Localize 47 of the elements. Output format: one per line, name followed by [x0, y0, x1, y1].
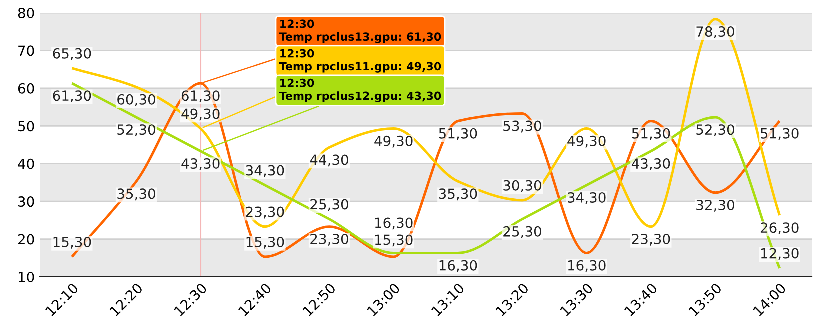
data-label: 15,30 [54, 236, 92, 249]
data-label: 35,30 [118, 188, 156, 201]
data-label: 49,30 [182, 108, 220, 121]
data-label: 43,30 [182, 158, 220, 170]
data-label: 49,30 [374, 136, 413, 148]
data-label: 49,30 [568, 136, 606, 148]
data-label: 61,30 [182, 90, 220, 103]
data-label: 15,30 [375, 234, 413, 247]
data-label: 32,30 [696, 200, 734, 212]
y-tick-label: 10 [18, 272, 34, 282]
data-label: 26,30 [760, 222, 799, 235]
data-label: 23,30 [246, 206, 284, 219]
y-tick-label: 40 [18, 158, 34, 170]
data-label: 65,30 [53, 48, 92, 60]
data-label: 12,30 [761, 248, 799, 260]
data-label: 44,30 [310, 154, 348, 167]
data-label: 25,30 [504, 226, 542, 238]
data-label: 23,30 [632, 234, 670, 246]
data-label: 16,30 [440, 260, 478, 272]
data-label: 60,30 [118, 94, 156, 106]
data-label: 61,30 [53, 90, 92, 103]
data-label: 78,30 [696, 26, 734, 38]
data-label: 51,30 [761, 128, 799, 140]
y-tick-label: 60 [18, 83, 34, 94]
y-tick-label: 80 [18, 8, 34, 18]
data-label: 51,30 [439, 128, 478, 140]
data-label: 52,30 [118, 124, 156, 136]
data-label: 16,30 [375, 218, 413, 230]
data-label: 25,30 [310, 199, 348, 212]
data-label: 30,30 [504, 180, 542, 192]
data-label: 23,30 [310, 234, 348, 246]
data-label: 15,30 [246, 236, 284, 249]
data-label: 34,30 [246, 165, 284, 178]
annotation: 12:30 Temp rpclus11.gpu: 49,30 [279, 49, 442, 73]
y-tick-label: 50 [18, 121, 34, 132]
data-label: 52,30 [696, 124, 734, 136]
data-label: 35,30 [439, 188, 478, 201]
y-tick-label: 70 [18, 46, 34, 56]
data-label: 43,30 [632, 158, 670, 170]
annotation: 12:30 Temp rpclus12.gpu: 43,30 [279, 78, 442, 102]
data-label: 51,30 [632, 128, 670, 140]
y-tick-label: 20 [18, 234, 34, 245]
data-label: 16,30 [568, 260, 606, 272]
data-label: 53,30 [504, 120, 542, 133]
data-label: 34,30 [568, 192, 606, 204]
annotation: 12:30 Temp rpclus13.gpu: 61,30 [279, 20, 442, 44]
y-tick-label: 30 [18, 196, 34, 208]
